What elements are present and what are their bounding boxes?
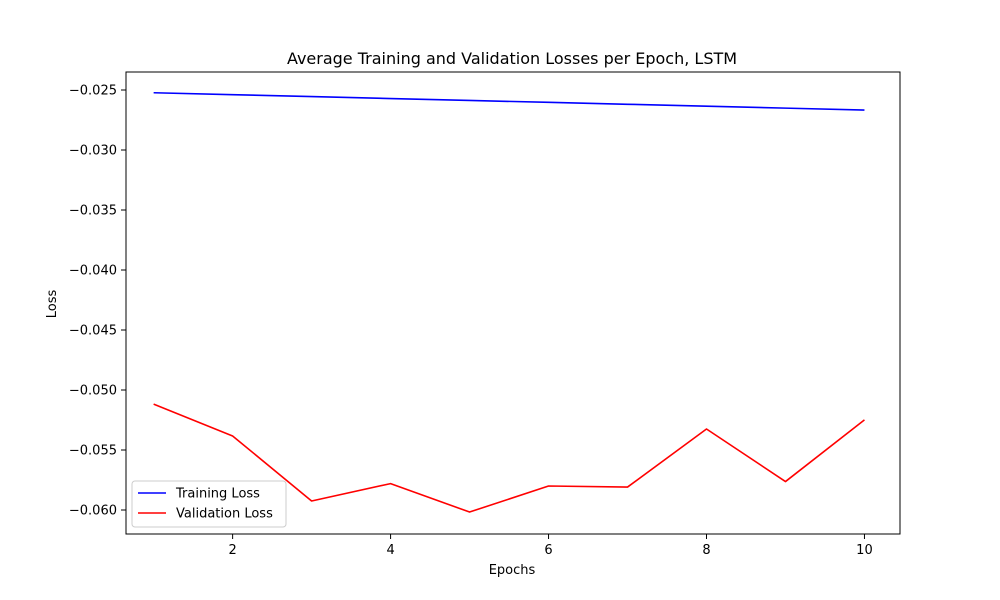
y-tick-label: −0.060 bbox=[69, 504, 117, 519]
legend-entry: Validation Loss bbox=[176, 507, 273, 522]
chart-title: Average Training and Validation Losses p… bbox=[287, 49, 737, 68]
plot-area: 2 4 6 8 10 −0.025 −0.030 −0.035 −0.040 −0.045 −0.0… bbox=[69, 71, 901, 558]
y-tick-label: −0.045 bbox=[69, 324, 117, 339]
series-line-0 bbox=[153, 91, 865, 111]
x-tick-label: 8 bbox=[702, 543, 710, 558]
y-tick-label: −0.050 bbox=[69, 384, 117, 399]
legend-box bbox=[131, 480, 287, 528]
legend-entry: Training Loss bbox=[175, 487, 260, 502]
y-tick-label: −0.025 bbox=[69, 84, 117, 99]
y-tick-label: −0.030 bbox=[69, 144, 117, 159]
y-tick-label: −0.055 bbox=[69, 444, 117, 459]
x-tick-label: 6 bbox=[544, 543, 552, 558]
x-tick-label: 10 bbox=[856, 543, 873, 558]
legend: Training Loss Validation Loss bbox=[131, 480, 287, 528]
series-line-1 bbox=[153, 403, 865, 513]
axes-frame bbox=[125, 71, 901, 535]
x-tick-label: 2 bbox=[228, 543, 236, 558]
y-axis-label: Loss bbox=[45, 290, 60, 319]
x-tick-label: 4 bbox=[386, 543, 394, 558]
y-tick-label: −0.040 bbox=[69, 264, 117, 279]
y-tick-label: −0.035 bbox=[69, 204, 117, 219]
x-axis-label: Epochs bbox=[489, 563, 536, 578]
